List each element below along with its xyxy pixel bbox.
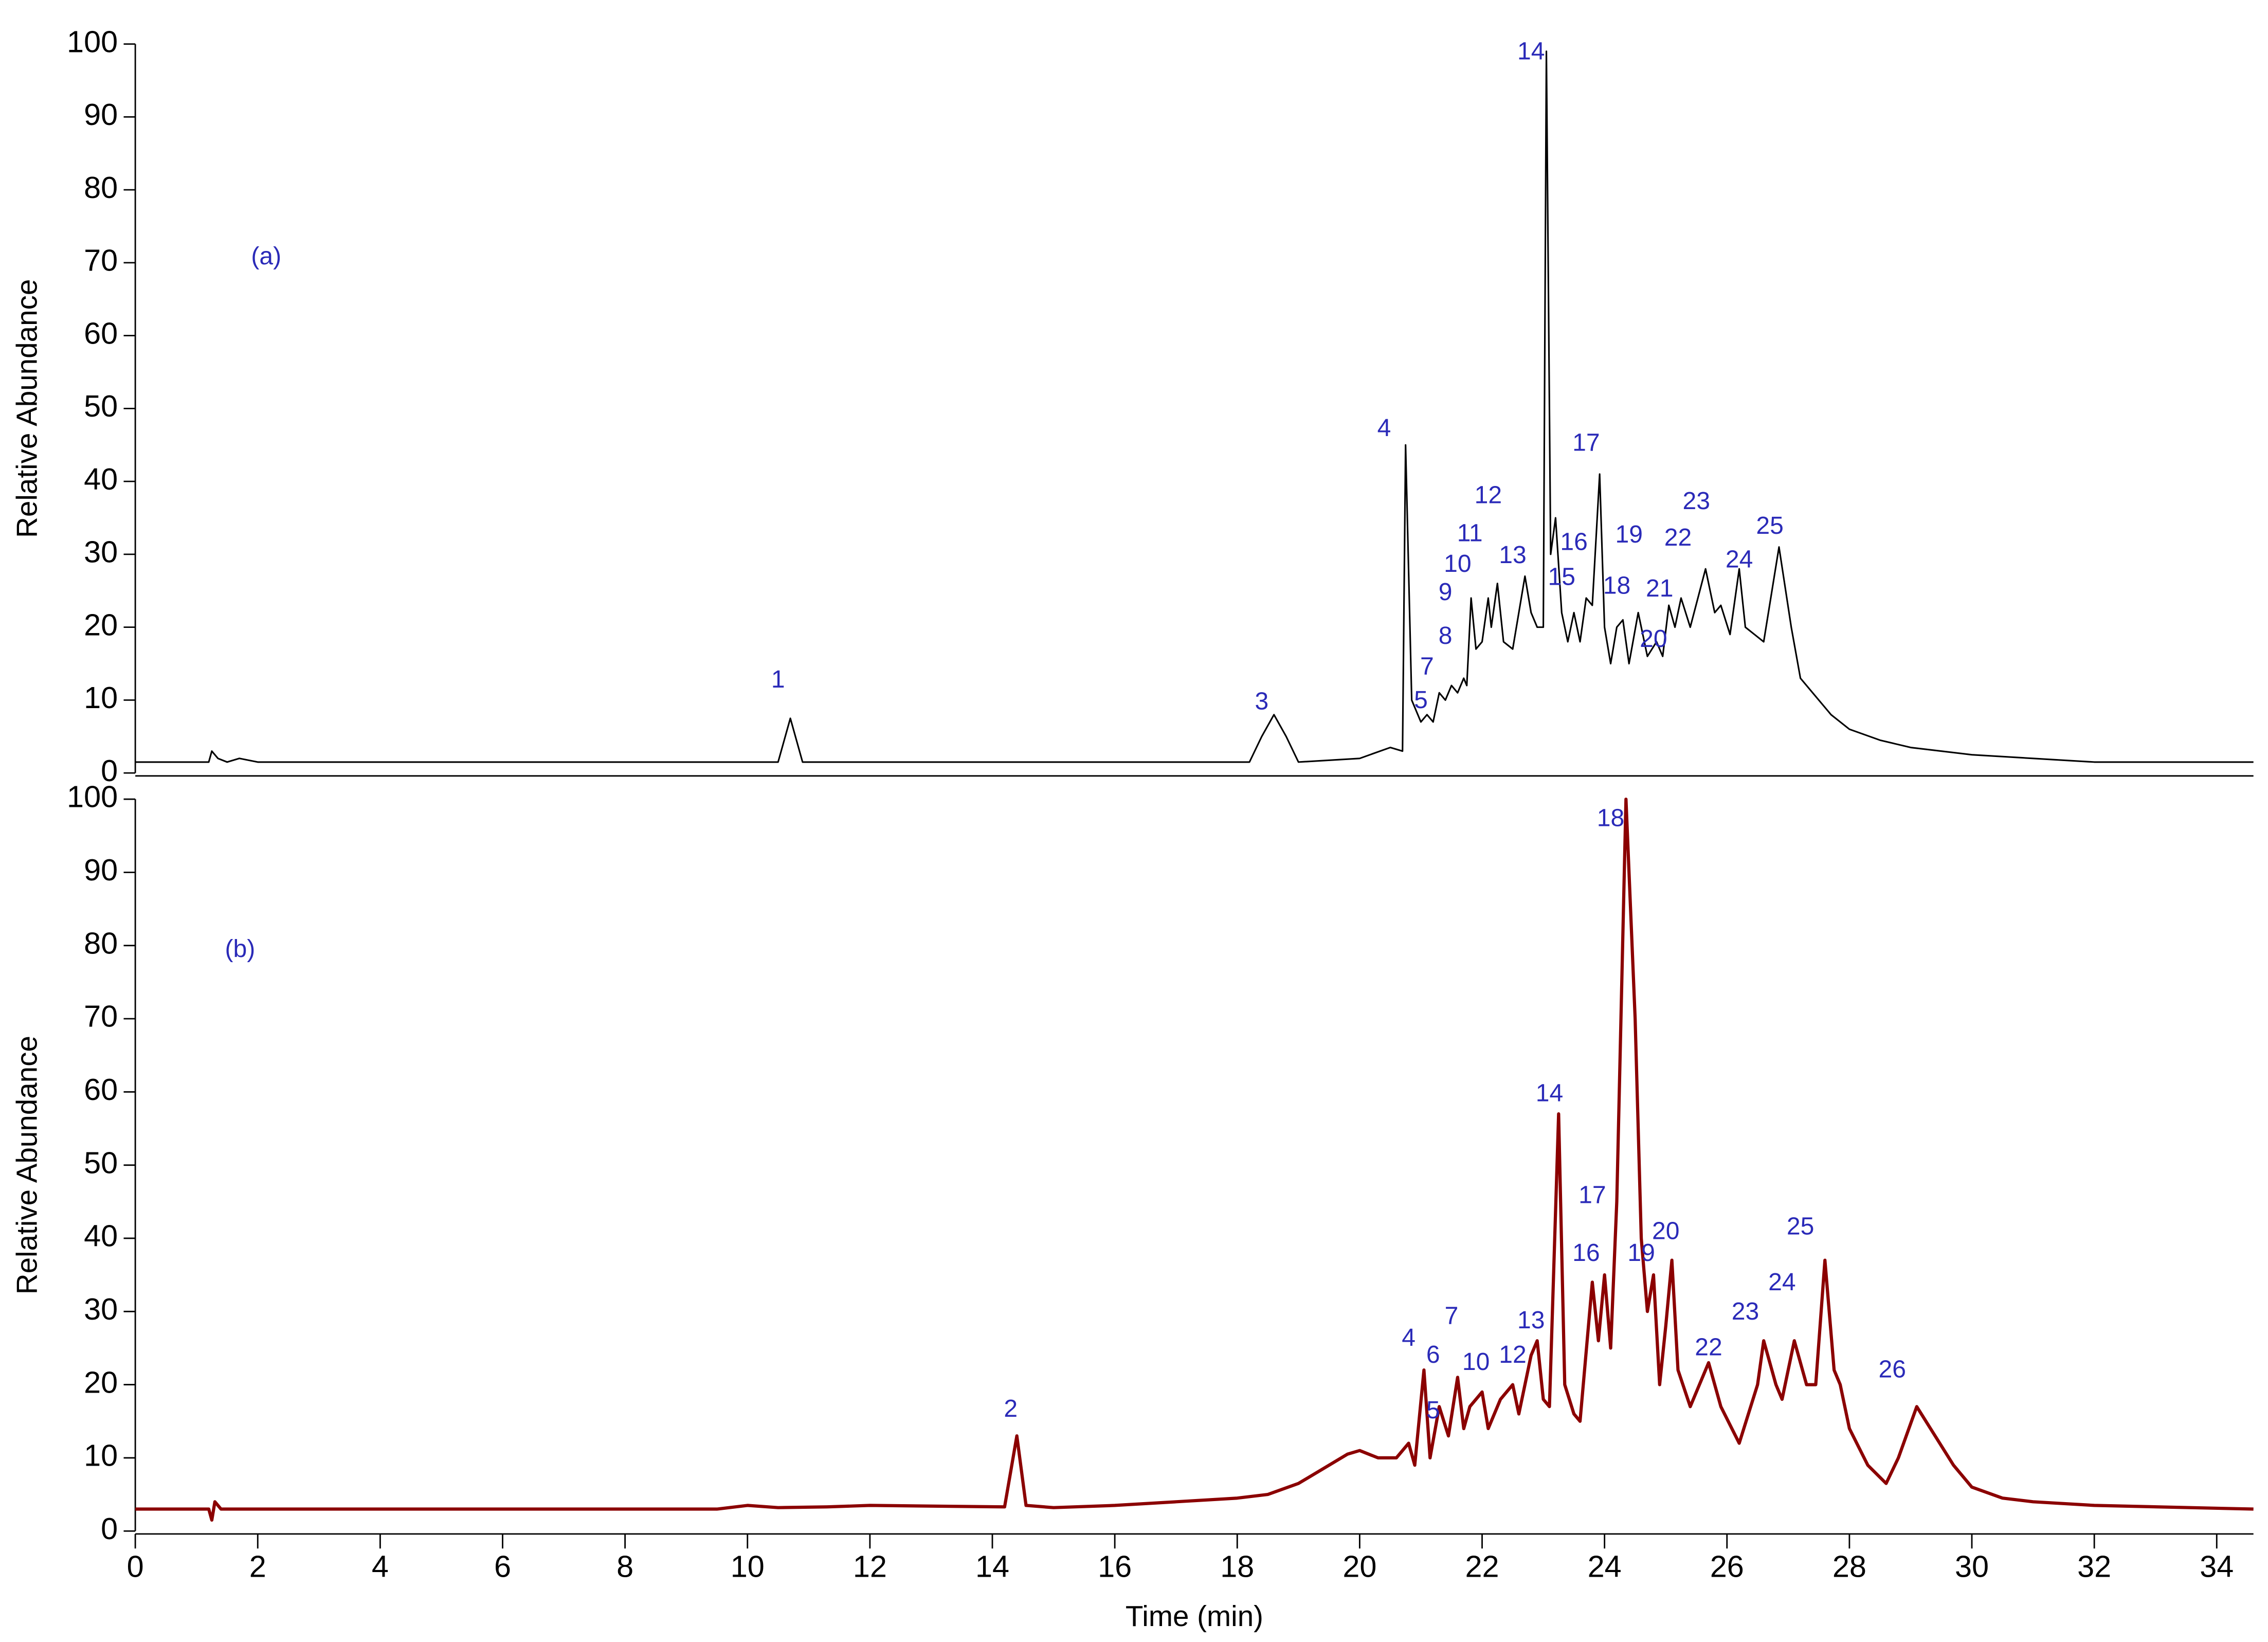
x-axis-title: Time (min) <box>1126 1600 1263 1632</box>
x-tick-label: 32 <box>2077 1549 2111 1583</box>
y-tick-label: 30 <box>84 1292 118 1326</box>
peak-label: 6 <box>1426 1341 1440 1368</box>
x-tick-label: 22 <box>1465 1549 1499 1583</box>
peak-label: 24 <box>1726 545 1753 573</box>
peak-label: 14 <box>1517 37 1545 65</box>
peak-label: 15 <box>1548 563 1575 590</box>
y-tick-label: 100 <box>67 24 118 59</box>
x-tick-label: 4 <box>372 1549 389 1583</box>
panel-label: (a) <box>251 242 281 270</box>
x-tick-label: 2 <box>249 1549 266 1583</box>
peak-label: 25 <box>1787 1213 1814 1240</box>
y-tick-label: 50 <box>84 389 118 423</box>
peak-label: 4 <box>1377 414 1391 442</box>
y-tick-label: 50 <box>84 1145 118 1180</box>
y-tick-label: 70 <box>84 999 118 1034</box>
x-tick-label: 34 <box>2200 1549 2234 1583</box>
y-tick-label: 90 <box>84 853 118 887</box>
peak-label: 25 <box>1756 512 1783 539</box>
peak-label: 5 <box>1414 686 1428 714</box>
peak-label: 5 <box>1426 1396 1440 1424</box>
x-tick-label: 14 <box>975 1549 1009 1583</box>
peak-label: 18 <box>1603 571 1630 599</box>
peak-label: 8 <box>1439 622 1453 649</box>
y-axis-title: Relative Abundance <box>11 1036 43 1294</box>
peak-label: 21 <box>1646 574 1673 602</box>
peak-label: 20 <box>1640 625 1667 653</box>
peak-label: 17 <box>1578 1181 1606 1209</box>
trace <box>135 797 2254 1522</box>
y-tick-label: 70 <box>84 243 118 278</box>
y-tick-label: 60 <box>84 316 118 350</box>
y-tick-label: 0 <box>101 753 118 788</box>
peak-label: 22 <box>1695 1333 1722 1361</box>
peak-label: 4 <box>1402 1324 1416 1351</box>
x-tick-label: 8 <box>616 1549 633 1583</box>
x-tick-label: 20 <box>1342 1549 1376 1583</box>
x-tick-label: 0 <box>127 1549 144 1583</box>
peak-label: 23 <box>1732 1297 1759 1325</box>
y-tick-label: 40 <box>84 1219 118 1253</box>
peak-label: 11 <box>1457 519 1483 547</box>
y-tick-label: 80 <box>84 926 118 960</box>
peak-label: 18 <box>1597 804 1624 832</box>
peak-label: 3 <box>1255 688 1269 715</box>
peak-label: 7 <box>1420 653 1434 680</box>
x-tick-label: 16 <box>1098 1549 1132 1583</box>
peak-label: 1 <box>771 665 785 693</box>
peak-label: 9 <box>1439 578 1453 606</box>
y-tick-label: 40 <box>84 462 118 496</box>
peak-label: 12 <box>1499 1341 1526 1368</box>
y-axis-title: Relative Abundance <box>11 279 43 538</box>
x-tick-label: 6 <box>494 1549 511 1583</box>
x-tick-label: 12 <box>853 1549 887 1583</box>
x-tick-label: 10 <box>731 1549 765 1583</box>
peak-label: 20 <box>1652 1217 1679 1244</box>
x-tick-label: 28 <box>1832 1549 1866 1583</box>
peak-label: 13 <box>1517 1306 1545 1334</box>
peak-label: 14 <box>1536 1079 1563 1107</box>
panel-label: (b) <box>225 935 255 963</box>
peak-label: 16 <box>1560 528 1587 555</box>
y-tick-label: 80 <box>84 170 118 205</box>
y-tick-label: 10 <box>84 680 118 715</box>
peak-label: 19 <box>1616 520 1643 548</box>
peak-label: 16 <box>1572 1239 1600 1267</box>
peak-label: 10 <box>1444 550 1471 578</box>
peak-label: 19 <box>1627 1239 1655 1267</box>
y-tick-label: 20 <box>84 607 118 642</box>
y-tick-label: 30 <box>84 535 118 569</box>
y-tick-label: 100 <box>67 780 118 814</box>
y-tick-label: 60 <box>84 1072 118 1107</box>
x-tick-label: 26 <box>1710 1549 1744 1583</box>
trace <box>135 50 2254 763</box>
peak-label: 13 <box>1499 541 1526 569</box>
x-tick-label: 30 <box>1955 1549 1989 1583</box>
peak-label: 23 <box>1682 487 1710 515</box>
peak-label: 10 <box>1462 1348 1490 1376</box>
peak-label: 7 <box>1445 1302 1459 1329</box>
peak-label: 22 <box>1664 524 1692 551</box>
x-tick-label: 18 <box>1220 1549 1254 1583</box>
y-tick-label: 0 <box>101 1511 118 1546</box>
peak-label: 26 <box>1878 1355 1906 1383</box>
peak-label: 17 <box>1572 429 1600 457</box>
peak-label: 12 <box>1475 481 1502 509</box>
x-tick-label: 24 <box>1588 1549 1622 1583</box>
peak-label: 24 <box>1768 1268 1795 1296</box>
y-tick-label: 10 <box>84 1438 118 1473</box>
peak-label: 2 <box>1004 1395 1018 1422</box>
y-tick-label: 90 <box>84 97 118 132</box>
y-tick-label: 20 <box>84 1365 118 1399</box>
